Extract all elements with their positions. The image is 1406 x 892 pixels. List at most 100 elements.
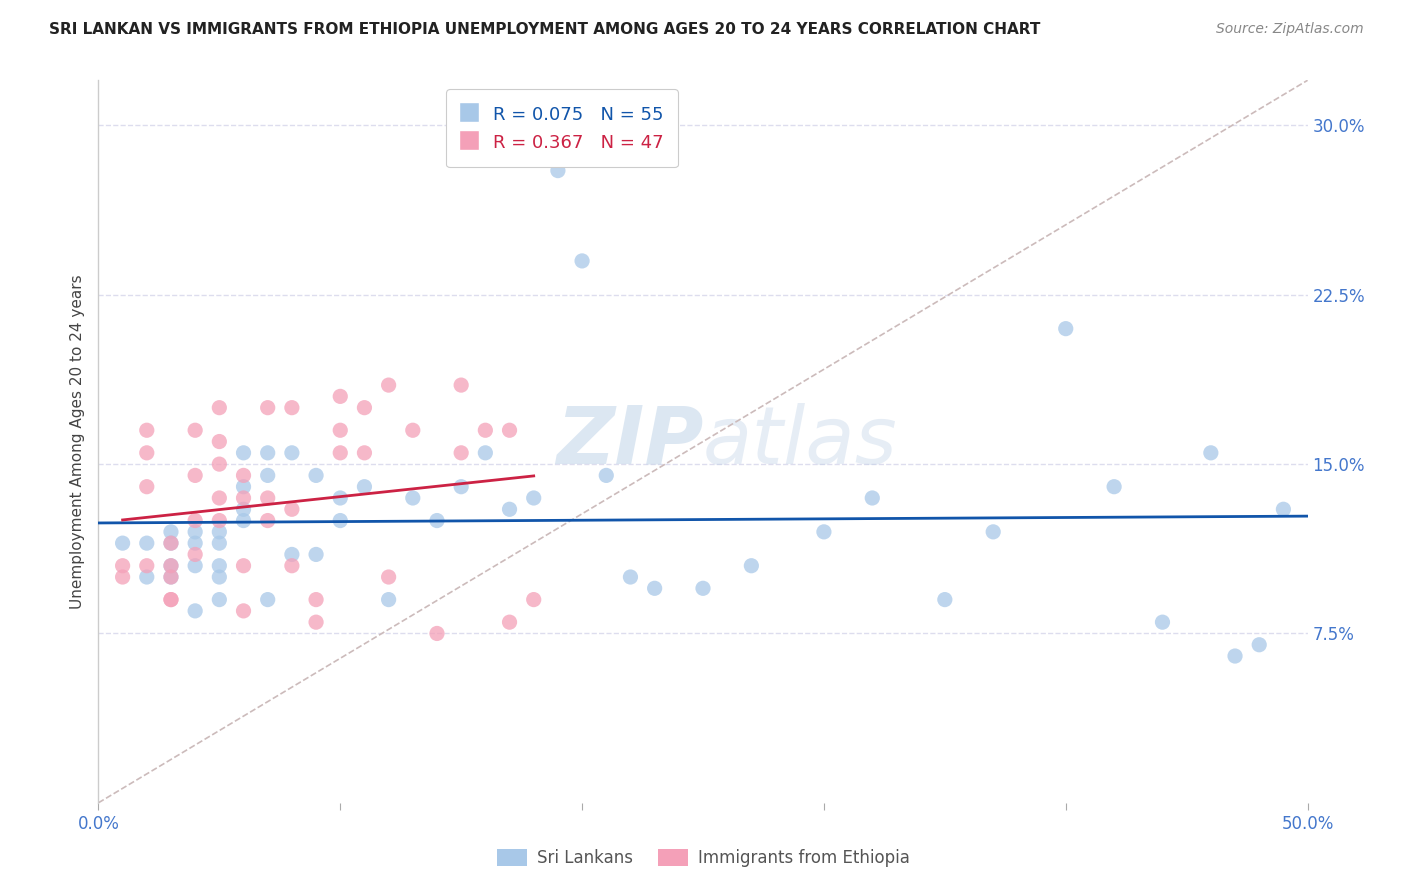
Point xyxy=(208,514,231,528)
Point xyxy=(184,548,207,562)
Point xyxy=(160,558,183,573)
Point xyxy=(450,480,472,494)
Point xyxy=(232,491,254,505)
Point xyxy=(1152,615,1174,630)
Point xyxy=(184,558,207,573)
Point xyxy=(450,446,472,460)
Point xyxy=(813,524,835,539)
Point xyxy=(474,423,496,437)
Point xyxy=(619,570,641,584)
Point xyxy=(474,446,496,460)
Point xyxy=(111,558,134,573)
Point xyxy=(160,524,183,539)
Point xyxy=(1102,480,1125,494)
Point xyxy=(498,502,520,516)
Point xyxy=(329,514,352,528)
Point xyxy=(184,514,207,528)
Point xyxy=(329,423,352,437)
Text: ZIP: ZIP xyxy=(555,402,703,481)
Point xyxy=(160,570,183,584)
Point xyxy=(934,592,956,607)
Point xyxy=(1249,638,1271,652)
Point xyxy=(160,592,183,607)
Point xyxy=(426,514,449,528)
Point xyxy=(498,615,520,630)
Point xyxy=(135,558,157,573)
Point xyxy=(160,592,183,607)
Point xyxy=(184,604,207,618)
Point xyxy=(377,592,399,607)
Point xyxy=(256,468,278,483)
Point xyxy=(232,468,254,483)
Point xyxy=(1054,321,1077,335)
Text: Source: ZipAtlas.com: Source: ZipAtlas.com xyxy=(1216,22,1364,37)
Point xyxy=(160,536,183,550)
Point xyxy=(208,524,231,539)
Text: atlas: atlas xyxy=(703,402,898,481)
Point xyxy=(135,536,157,550)
Point xyxy=(402,491,425,505)
Point xyxy=(377,378,399,392)
Point xyxy=(692,582,714,596)
Point xyxy=(547,163,569,178)
Point xyxy=(1223,648,1246,663)
Point xyxy=(426,626,449,640)
Point xyxy=(523,592,546,607)
Point xyxy=(281,446,304,460)
Point xyxy=(1199,446,1222,460)
Point xyxy=(305,468,328,483)
Point xyxy=(256,592,278,607)
Point xyxy=(644,582,666,596)
Point xyxy=(571,253,593,268)
Point xyxy=(184,423,207,437)
Y-axis label: Unemployment Among Ages 20 to 24 years: Unemployment Among Ages 20 to 24 years xyxy=(69,274,84,609)
Point xyxy=(160,558,183,573)
Point xyxy=(135,423,157,437)
Point xyxy=(305,548,328,562)
Point xyxy=(256,401,278,415)
Point xyxy=(232,558,254,573)
Point xyxy=(232,604,254,618)
Point xyxy=(232,502,254,516)
Point xyxy=(377,570,399,584)
Point xyxy=(232,446,254,460)
Point xyxy=(353,446,375,460)
Point xyxy=(232,480,254,494)
Point xyxy=(135,480,157,494)
Point xyxy=(208,570,231,584)
Point xyxy=(329,491,352,505)
Point xyxy=(160,570,183,584)
Point xyxy=(208,592,231,607)
Point xyxy=(208,491,231,505)
Point xyxy=(281,502,304,516)
Point xyxy=(281,558,304,573)
Point xyxy=(353,480,375,494)
Point xyxy=(208,536,231,550)
Point xyxy=(595,468,617,483)
Point xyxy=(305,615,328,630)
Point xyxy=(281,548,304,562)
Point xyxy=(208,457,231,471)
Point xyxy=(281,401,304,415)
Point xyxy=(256,514,278,528)
Point xyxy=(135,446,157,460)
Point xyxy=(111,536,134,550)
Point xyxy=(208,434,231,449)
Point xyxy=(184,536,207,550)
Point xyxy=(523,491,546,505)
Legend: Sri Lankans, Immigrants from Ethiopia: Sri Lankans, Immigrants from Ethiopia xyxy=(489,842,917,874)
Point xyxy=(353,401,375,415)
Point xyxy=(740,558,762,573)
Point xyxy=(1272,502,1295,516)
Point xyxy=(329,389,352,403)
Point xyxy=(450,378,472,392)
Point xyxy=(256,491,278,505)
Point xyxy=(329,446,352,460)
Point xyxy=(860,491,883,505)
Point xyxy=(135,570,157,584)
Point xyxy=(160,536,183,550)
Text: SRI LANKAN VS IMMIGRANTS FROM ETHIOPIA UNEMPLOYMENT AMONG AGES 20 TO 24 YEARS CO: SRI LANKAN VS IMMIGRANTS FROM ETHIOPIA U… xyxy=(49,22,1040,37)
Point xyxy=(208,401,231,415)
Point xyxy=(232,514,254,528)
Point xyxy=(402,423,425,437)
